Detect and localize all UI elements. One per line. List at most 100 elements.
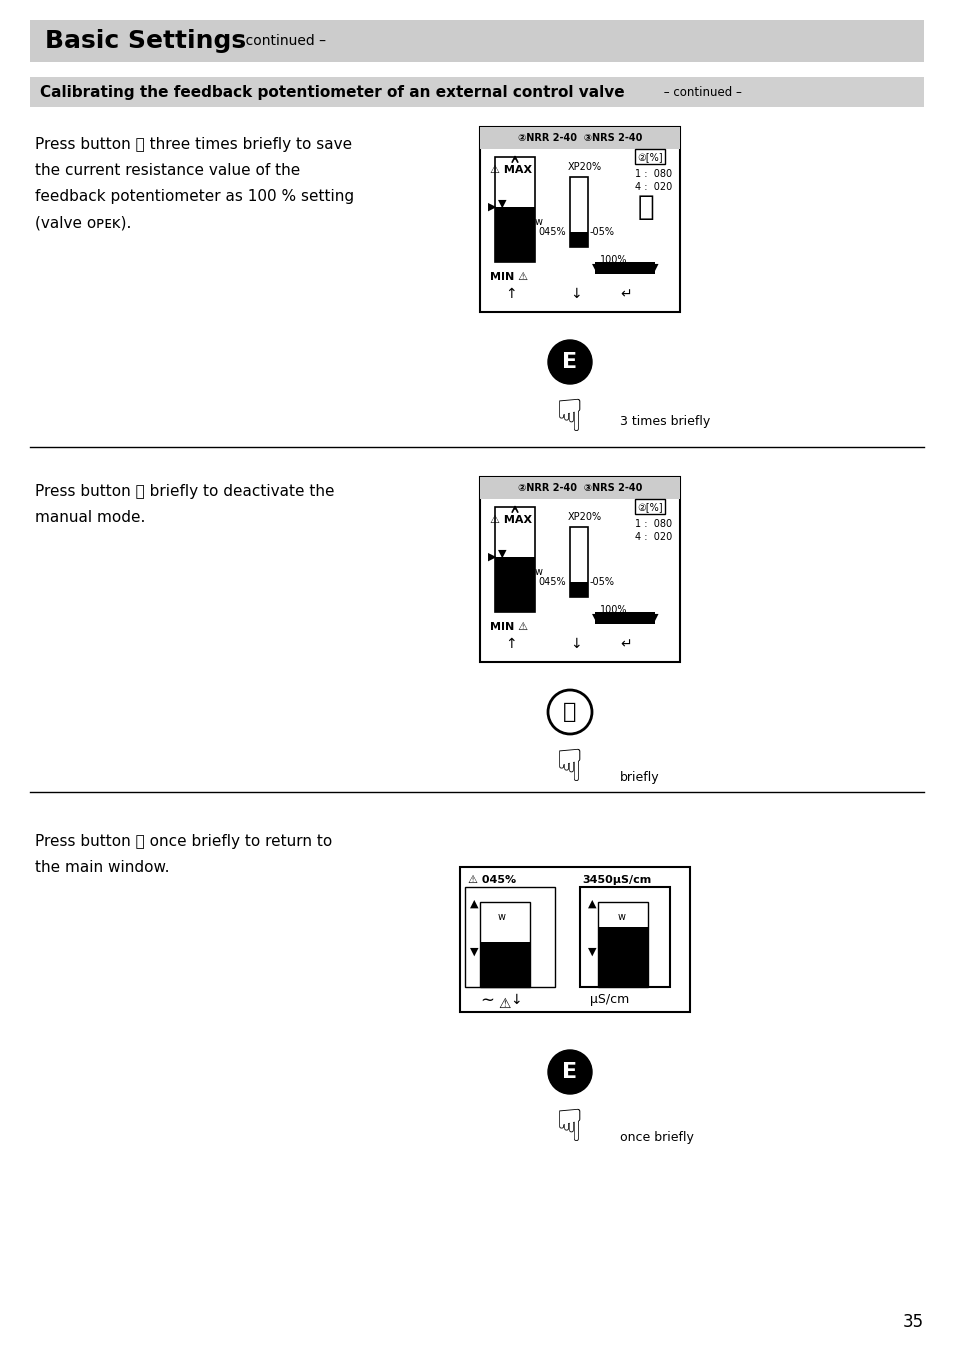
Text: ☞: ☞ xyxy=(540,748,583,787)
Text: ↵: ↵ xyxy=(619,287,631,301)
Text: w: w xyxy=(618,913,625,922)
Bar xyxy=(635,499,664,514)
Bar xyxy=(598,927,647,987)
Bar xyxy=(595,612,655,625)
Text: ▶: ▶ xyxy=(488,552,496,562)
Text: ▼: ▼ xyxy=(497,199,506,210)
Text: ▲: ▲ xyxy=(587,899,596,909)
Text: ☞: ☞ xyxy=(540,397,583,437)
Circle shape xyxy=(547,339,592,384)
Text: w: w xyxy=(497,913,505,922)
Text: ②NRR 2-40  ③NRS 2-40: ②NRR 2-40 ③NRS 2-40 xyxy=(517,483,641,493)
Text: (valve ᴏᴘᴇᴋ).: (valve ᴏᴘᴇᴋ). xyxy=(35,215,132,230)
Text: manual mode.: manual mode. xyxy=(35,510,145,525)
Text: Basic Settings: Basic Settings xyxy=(45,28,246,53)
Text: ▼: ▼ xyxy=(649,264,658,273)
Text: E: E xyxy=(562,352,577,372)
Bar xyxy=(495,157,535,262)
Text: Press button Ⓔ once briefly to return to: Press button Ⓔ once briefly to return to xyxy=(35,834,332,849)
Bar xyxy=(495,507,535,612)
Text: ②[%]: ②[%] xyxy=(637,151,662,162)
Text: ▶: ▶ xyxy=(488,201,496,212)
Text: feedback potentiometer as 100 % setting: feedback potentiometer as 100 % setting xyxy=(35,189,354,204)
Bar xyxy=(30,20,923,62)
Bar xyxy=(479,127,679,312)
Text: 3450μS/cm: 3450μS/cm xyxy=(581,875,651,886)
Bar xyxy=(479,127,679,149)
Text: μS/cm: μS/cm xyxy=(589,994,629,1006)
Text: ↓: ↓ xyxy=(569,637,581,652)
Text: 4 :  020: 4 : 020 xyxy=(635,183,672,192)
Bar xyxy=(569,177,587,247)
Text: – continued –: – continued – xyxy=(659,85,741,99)
Text: ↑: ↑ xyxy=(504,637,517,652)
Text: XP20%: XP20% xyxy=(567,512,601,522)
Text: ↵: ↵ xyxy=(619,637,631,652)
Bar xyxy=(479,477,679,662)
Text: 045%: 045% xyxy=(537,227,565,237)
Text: ⚠ MAX: ⚠ MAX xyxy=(490,515,532,525)
Text: MIN ⚠: MIN ⚠ xyxy=(490,272,528,283)
Text: 35: 35 xyxy=(902,1313,923,1330)
Bar xyxy=(635,149,664,164)
Bar xyxy=(569,233,587,247)
Text: Press button Ⓔ three times briefly to save: Press button Ⓔ three times briefly to sa… xyxy=(35,137,352,151)
Text: 3 times briefly: 3 times briefly xyxy=(619,415,709,429)
Bar xyxy=(30,77,923,107)
Text: ②[%]: ②[%] xyxy=(637,502,662,512)
Bar xyxy=(479,477,679,499)
Text: ∼: ∼ xyxy=(479,991,494,1009)
Text: 045%: 045% xyxy=(537,577,565,587)
Text: ↓: ↓ xyxy=(569,287,581,301)
Text: ⚠: ⚠ xyxy=(497,996,510,1011)
Text: – continued –: – continued – xyxy=(230,34,326,49)
Text: ▼: ▼ xyxy=(649,612,658,623)
Text: ▼: ▼ xyxy=(592,612,599,623)
Text: ☞: ☞ xyxy=(540,1107,583,1146)
Text: Press button ⓞ briefly to deactivate the: Press button ⓞ briefly to deactivate the xyxy=(35,484,335,499)
Text: 4 :  020: 4 : 020 xyxy=(635,531,672,542)
Bar xyxy=(495,557,535,612)
Text: -05%: -05% xyxy=(589,577,615,587)
Text: ▼: ▼ xyxy=(497,549,506,558)
Bar xyxy=(464,887,555,987)
Text: ↑: ↑ xyxy=(504,287,517,301)
Bar xyxy=(569,527,587,598)
Text: ↓: ↓ xyxy=(510,992,521,1007)
Bar xyxy=(495,207,535,262)
Text: ▼: ▼ xyxy=(497,569,506,579)
Text: ⚠ 045%: ⚠ 045% xyxy=(468,875,516,886)
Text: the main window.: the main window. xyxy=(35,860,170,875)
Bar xyxy=(598,902,647,987)
Text: ⚠ MAX: ⚠ MAX xyxy=(490,165,532,174)
Text: once briefly: once briefly xyxy=(619,1130,693,1144)
Text: ▼: ▼ xyxy=(587,946,596,957)
Text: 100%: 100% xyxy=(599,604,627,615)
Text: -05%: -05% xyxy=(589,227,615,237)
Bar xyxy=(479,902,530,987)
Text: 1 :  080: 1 : 080 xyxy=(635,519,672,529)
Bar xyxy=(459,867,689,1013)
Text: w: w xyxy=(535,218,542,227)
Text: ▼: ▼ xyxy=(470,946,478,957)
Bar xyxy=(595,262,655,274)
Circle shape xyxy=(547,1051,592,1094)
Text: ▲: ▲ xyxy=(470,899,478,909)
Text: XP20%: XP20% xyxy=(567,162,601,172)
Text: ②NRR 2-40  ③NRS 2-40: ②NRR 2-40 ③NRS 2-40 xyxy=(517,132,641,143)
Text: ▼: ▼ xyxy=(592,264,599,273)
Text: briefly: briefly xyxy=(619,771,659,784)
Text: MIN ⚠: MIN ⚠ xyxy=(490,622,528,631)
Bar xyxy=(479,942,530,987)
Text: Calibrating the feedback potentiometer of an external control valve: Calibrating the feedback potentiometer o… xyxy=(40,84,624,100)
Circle shape xyxy=(547,690,592,734)
Text: 1 :  080: 1 : 080 xyxy=(635,169,672,178)
Text: 100%: 100% xyxy=(599,256,627,265)
Text: ✋: ✋ xyxy=(638,193,654,220)
Bar xyxy=(579,887,669,987)
Text: the current resistance value of the: the current resistance value of the xyxy=(35,164,300,178)
Text: ▼: ▼ xyxy=(497,219,506,228)
Text: E: E xyxy=(562,1063,577,1082)
Text: ⏻: ⏻ xyxy=(562,702,576,722)
Text: w: w xyxy=(535,566,542,577)
